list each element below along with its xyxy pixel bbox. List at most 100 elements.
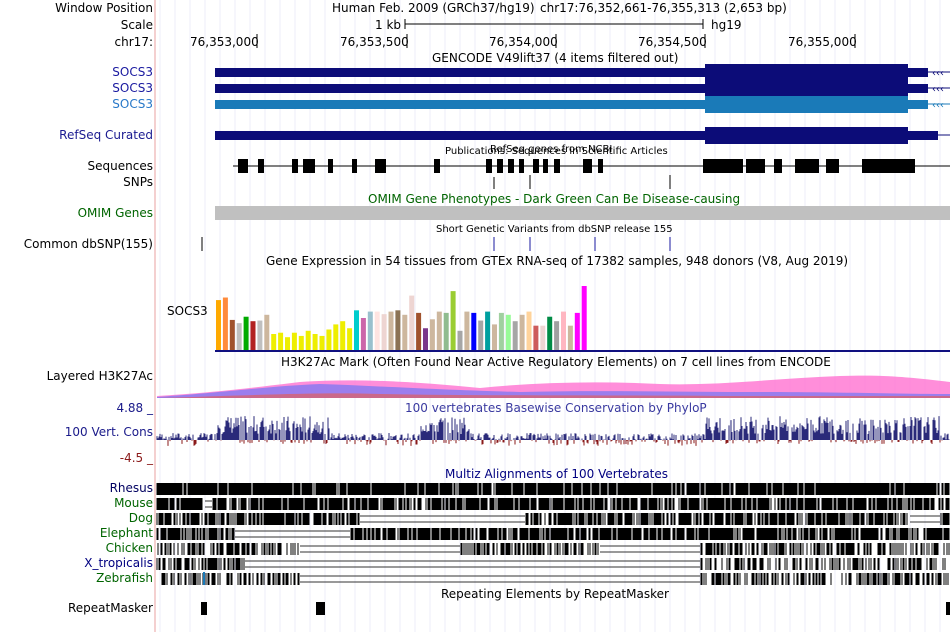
gencode-item-label-1[interactable]: SOCS3 [112, 65, 153, 79]
gtex-tissue-bar [554, 321, 560, 350]
publication-block [862, 159, 915, 173]
multiz-alignment-row [156, 558, 946, 570]
species-label-dog[interactable]: Dog [128, 511, 153, 525]
gtex-tissue-bar [243, 316, 249, 350]
gtex-tissue-bar [464, 311, 470, 350]
gtex-tissue-bar [436, 311, 442, 350]
gtex-tissue-bar [333, 324, 339, 350]
conservation-wiggle[interactable] [156, 416, 950, 446]
species-label-elephant[interactable]: Elephant [99, 526, 153, 540]
gtex-tissue-bar [285, 337, 290, 350]
publication-block [583, 159, 592, 173]
h3k27ac-signal[interactable] [157, 375, 950, 398]
gtex-tissue-bar [305, 330, 311, 350]
h3k27ac-label[interactable]: Layered H3K27Ac [46, 369, 153, 383]
gencode-transcript-2[interactable]: ‹‹‹ [215, 80, 950, 97]
h3k27ac-track-title[interactable]: H3K27Ac Mark (Often Found Near Active Re… [281, 355, 831, 369]
publication-block [258, 159, 264, 173]
conservation-label[interactable]: 100 Vert. Cons [64, 425, 153, 439]
gtex-tissue-bar [298, 335, 304, 350]
gtex-tissue-bar [271, 334, 277, 350]
gtex-tissue-bar [216, 300, 221, 350]
gtex-tissue-bar [429, 319, 435, 350]
refseq-transcript[interactable] [215, 127, 950, 144]
species-label-x-tropicalis[interactable]: X_tropicalis [84, 556, 153, 570]
position-text: chr17:76,352,661-76,355,313 (2,653 bp) [540, 1, 787, 15]
gtex-tissue-bar [236, 323, 242, 350]
dbsnp-track-title[interactable]: Short Genetic Variants from dbSNP releas… [436, 224, 673, 235]
multiz-alignment-row [156, 498, 950, 510]
conservation-max-label: 4.88 _ [116, 401, 153, 415]
scale-bar [404, 19, 704, 29]
gtex-tissue-bar [291, 332, 297, 350]
scale-label: Scale [120, 18, 153, 32]
publication-block [375, 159, 380, 173]
gtex-tissue-bar [229, 319, 235, 350]
chrom-label: chr17: [114, 35, 153, 49]
publication-block [703, 159, 743, 173]
species-label-chicken[interactable]: Chicken [105, 541, 153, 555]
repeatmasker-label[interactable]: RepeatMasker [67, 601, 153, 615]
gtex-tissue-bar [574, 312, 580, 350]
svg-text:‹‹‹: ‹‹‹ [932, 100, 944, 111]
refseq-label[interactable]: RefSeq Curated [59, 128, 153, 142]
gtex-tissue-bar [347, 328, 353, 350]
gtex-bar-chart[interactable] [216, 286, 587, 350]
common-dbsnp-label[interactable]: Common dbSNP(155) [23, 237, 153, 251]
dbsnp-ticks[interactable] [201, 237, 671, 251]
species-label-zebrafish[interactable]: Zebrafish [96, 571, 153, 585]
scale-db-text: hg19 [711, 18, 742, 32]
omim-label[interactable]: OMIM Genes [77, 206, 153, 220]
gtex-tissue-bar [319, 335, 325, 350]
multiz-track-title[interactable]: Multiz Alignments of 100 Vertebrates [445, 467, 669, 481]
multiz-alignment-row [161, 573, 949, 585]
publication-block [238, 159, 248, 173]
gtex-tissue-bar [250, 321, 256, 350]
multiz-gap-lines [360, 515, 940, 523]
publications-track-title[interactable]: Publications: Sequences in Scientific Ar… [445, 146, 668, 157]
gtex-tissue-bar [450, 291, 456, 350]
gtex-tissue-bar [457, 330, 463, 350]
gtex-tissue-bar [354, 310, 359, 350]
gtex-tissue-bar [478, 320, 484, 350]
gencode-item-label-3[interactable]: SOCS3 [112, 97, 153, 111]
gtex-tissue-bar [326, 329, 332, 350]
repeatmasker-elements[interactable] [201, 602, 950, 615]
ruler-tick-label-4: 76,354,500 [638, 35, 707, 49]
sequences-label[interactable]: Sequences [87, 159, 153, 173]
multiz-alignments[interactable] [156, 483, 950, 585]
conservation-min-label: -4.5 _ [119, 451, 153, 465]
snp-ticks[interactable] [493, 175, 671, 189]
gtex-tissue-bar [443, 312, 449, 350]
gencode-transcript-3[interactable]: ‹‹‹ [215, 96, 950, 113]
omim-track-title[interactable]: OMIM Gene Phenotypes - Dark Green Can Be… [368, 192, 741, 206]
refseq-track-title[interactable]: RefSeq genes from NCBI [490, 144, 613, 155]
species-label-rhesus[interactable]: Rhesus [109, 481, 153, 495]
gtex-tissue-bar [581, 286, 587, 350]
conservation-track-title[interactable]: 100 vertebrates Basewise Conservation by… [405, 401, 707, 415]
gtex-tissue-bar [540, 325, 546, 350]
publication-block [598, 159, 603, 173]
scale-bar-text: 1 kb [375, 18, 402, 32]
omim-gene-bar[interactable] [215, 206, 950, 220]
gtex-gene-label[interactable]: SOCS3 [167, 304, 208, 318]
species-label-mouse[interactable]: Mouse [114, 496, 153, 510]
gencode-item-label-2[interactable]: SOCS3 [112, 81, 153, 95]
gtex-tissue-bar [547, 316, 553, 350]
conservation-positive-scores [156, 416, 950, 440]
gtex-track-title[interactable]: Gene Expression in 54 tissues from GTEx … [266, 254, 849, 268]
repeatmasker-track-title[interactable]: Repeating Elements by RepeatMasker [441, 587, 669, 601]
gencode-track-title[interactable]: GENCODE V49lift37 (4 items filtered out) [432, 51, 679, 65]
publication-block [533, 159, 539, 173]
gtex-tissue-bar [360, 318, 366, 350]
publication-block [746, 159, 765, 173]
gtex-tissue-bar [381, 314, 387, 350]
gencode-transcript-1[interactable]: ‹‹‹ [215, 64, 950, 81]
publication-block [292, 159, 298, 173]
ruler-tick-label-2: 76,353,500 [340, 35, 409, 49]
snps-label[interactable]: SNPs [123, 175, 153, 189]
publication-sequences[interactable] [233, 159, 950, 173]
assembly-text: Human Feb. 2009 (GRCh37/hg19) [332, 1, 535, 15]
